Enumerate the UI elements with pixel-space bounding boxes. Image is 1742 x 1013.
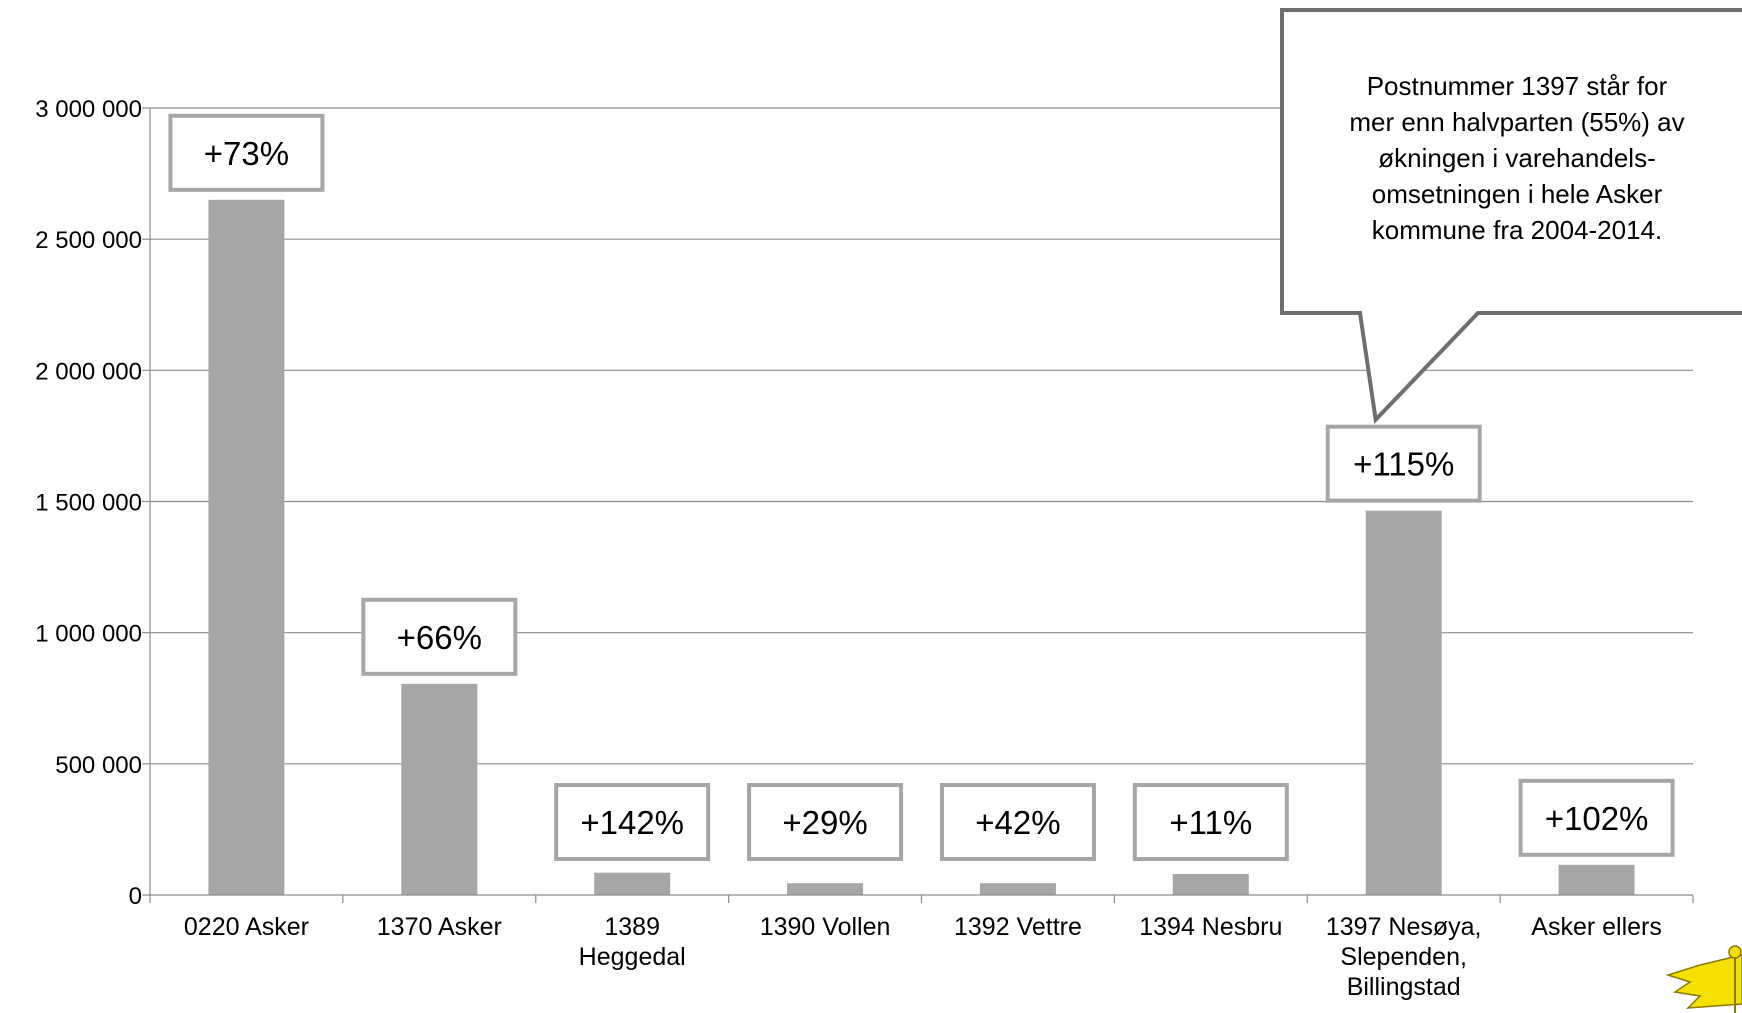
- callout-text-line: kommune fra 2004-2014.: [1372, 215, 1663, 245]
- bars: [208, 199, 1635, 896]
- bar: [208, 199, 285, 896]
- data-label-box: [361, 597, 518, 676]
- y-tick-label: 2 000 000: [35, 358, 142, 385]
- data-label-text: +115%: [1353, 446, 1454, 483]
- y-tick-label: 500 000: [55, 752, 142, 779]
- x-tick-label: Heggedal: [579, 943, 686, 971]
- callout-text-line: mer enn halvparten (55%) av: [1349, 107, 1684, 137]
- data-label-text: +73%: [204, 135, 289, 172]
- data-label-box: [554, 783, 711, 861]
- data-label: +73%: [168, 113, 325, 192]
- callout-text-line: Postnummer 1397 står for: [1367, 71, 1668, 101]
- x-tick-label: 1389: [604, 913, 660, 941]
- data-label-text: +102%: [1545, 800, 1649, 837]
- data-label-text: +11%: [1169, 804, 1252, 841]
- bar: [1172, 874, 1249, 895]
- data-label: +142%: [554, 783, 711, 861]
- data-label-box: [939, 783, 1096, 861]
- x-tick-label: Billingstad: [1347, 973, 1461, 1001]
- data-label: +29%: [747, 783, 904, 861]
- x-tick-label: 1370 Asker: [377, 913, 502, 941]
- data-label: +102%: [1518, 778, 1675, 857]
- data-label-text: +142%: [580, 804, 684, 841]
- data-label-box: [168, 113, 325, 192]
- bar: [1558, 864, 1635, 895]
- callout: Postnummer 1397 står for mer enn halvpart…: [1280, 8, 1742, 425]
- data-label-box: [1518, 778, 1675, 857]
- data-label: +66%: [361, 597, 518, 676]
- data-label: +42%: [939, 783, 1096, 861]
- data-label-box: [1132, 783, 1289, 861]
- y-tick-label: 2 500 000: [35, 227, 142, 254]
- bar: [979, 883, 1056, 895]
- y-axis-tick-labels: 0 500 000 1 000 000 1 500 000 2 000 000 2 500…: [35, 96, 142, 910]
- bar: [594, 872, 671, 895]
- data-label: +11%: [1132, 783, 1289, 861]
- data-label-box: [1325, 424, 1482, 503]
- logo-wing: [1665, 954, 1742, 1009]
- bar: [1365, 510, 1442, 895]
- logo-icon: [1665, 945, 1742, 1013]
- x-tick-label: 1392 Vettre: [954, 913, 1082, 941]
- x-tick-label: 1390 Vollen: [760, 913, 891, 941]
- data-label-text: +42%: [975, 804, 1060, 841]
- callout-bubble: [1280, 8, 1742, 425]
- y-tick-label: 1 000 000: [35, 621, 142, 648]
- bar: [401, 683, 478, 895]
- data-label-text: +29%: [782, 804, 867, 841]
- data-labels: +73% +66% +142% +29% +42% +11% +115% +102%: [168, 113, 1675, 861]
- x-tick-label: 0220 Asker: [184, 913, 309, 941]
- y-tick-label: 1 500 000: [35, 490, 142, 517]
- callout-text-line: omsetningen i hele Asker: [1372, 179, 1663, 209]
- x-tick-label: Slependen,: [1340, 943, 1467, 971]
- data-label-box: [747, 783, 904, 861]
- data-label: +115%: [1325, 424, 1482, 503]
- x-tick-label: 1397 Nesøya,: [1326, 913, 1482, 941]
- x-tick-label: 1394 Nesbru: [1139, 913, 1282, 941]
- y-tick-label: 0: [129, 883, 142, 910]
- data-label-text: +66%: [397, 619, 482, 656]
- bar: [787, 883, 864, 895]
- x-tick-label: Asker ellers: [1531, 913, 1662, 941]
- y-tick-label: 3 000 000: [35, 96, 142, 123]
- logo-knob: [1728, 945, 1742, 959]
- callout-text-line: økningen i varehandels-: [1378, 143, 1656, 173]
